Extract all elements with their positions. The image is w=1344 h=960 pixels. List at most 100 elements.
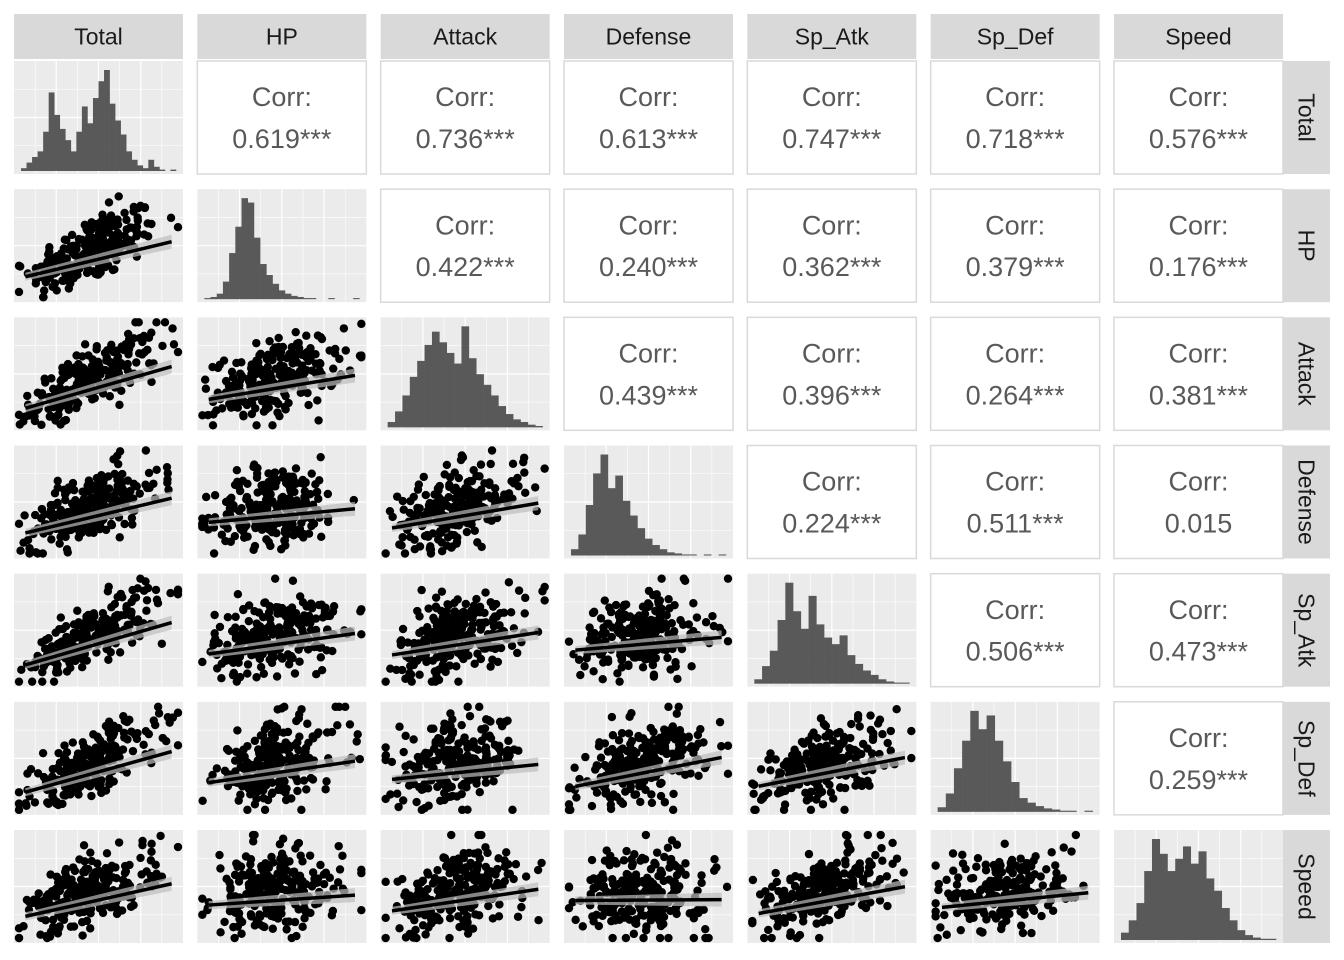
scatter-point [321, 785, 330, 794]
scatter-point [440, 470, 449, 479]
scatter-point [41, 378, 50, 387]
scatter-point [443, 792, 452, 802]
corr-panel-frame [929, 60, 1101, 175]
scatter-point [79, 867, 88, 877]
scatter-point [234, 482, 244, 491]
scatter-point [104, 655, 113, 664]
regression-line [24, 239, 173, 279]
histogram-bar [831, 644, 840, 684]
panel-defense-speed: Corr:0.015 [1113, 444, 1284, 560]
scatter-point [450, 468, 459, 477]
column-label-speed: Speed [1165, 24, 1232, 50]
scatter-point [892, 705, 901, 714]
scatter-point [297, 350, 306, 359]
corr-header: Corr: [435, 82, 495, 112]
scatter-point [508, 805, 517, 815]
scatter-point [87, 218, 96, 227]
histogram-bar [1068, 810, 1077, 812]
scatter-point [468, 620, 477, 630]
scatter-point [152, 318, 161, 327]
scatter-point [764, 755, 773, 764]
scatter-point [834, 745, 843, 754]
scatter-point [213, 363, 223, 373]
scatter-point [163, 712, 173, 722]
scatter-point [656, 618, 666, 628]
corr-value: 0.613*** [599, 124, 699, 154]
scatter-point [513, 912, 523, 921]
scatter-point [41, 916, 50, 925]
scatter-point [582, 654, 591, 663]
row-strip-total [1283, 61, 1330, 174]
scatter-point [626, 782, 635, 791]
scatter-point [62, 763, 71, 772]
scatter-point [114, 838, 124, 847]
scatter-point [72, 403, 81, 413]
scatter-point [231, 623, 240, 632]
column-strip-sp_def [930, 14, 1100, 59]
scatter-point [284, 398, 293, 408]
scatter-point [309, 519, 319, 528]
scatter-point [158, 341, 167, 351]
scatter-point [749, 780, 759, 790]
scatter-point [280, 873, 289, 882]
scatter-point [308, 775, 318, 784]
scatter-point [606, 804, 616, 814]
scatter-point [278, 834, 288, 843]
scatter-point [128, 520, 137, 529]
scatter-point [286, 483, 296, 492]
scatter-point [338, 851, 347, 860]
scatter-point [488, 655, 497, 664]
scatter-point [230, 933, 239, 943]
scatter-point [85, 614, 94, 623]
column-strip-hp [197, 14, 367, 59]
scatter-point [198, 657, 207, 667]
scatter-point [294, 338, 303, 348]
corr-header: Corr: [802, 82, 862, 112]
scatter-point [426, 549, 436, 558]
scatter-point [405, 508, 415, 518]
scatter-point [420, 531, 430, 541]
scatter-point [49, 888, 58, 897]
scatter-point [618, 649, 628, 658]
scatter-point [668, 805, 678, 815]
corr-header: Corr: [1168, 595, 1228, 625]
scatter-point [142, 596, 152, 605]
scatter-point [345, 720, 355, 729]
scatter-point [152, 465, 161, 475]
scatter-point [239, 605, 248, 615]
scatter-point [290, 669, 300, 678]
scatter-point [83, 523, 92, 533]
scatter-point [85, 370, 95, 380]
histogram-bar [309, 298, 317, 300]
histogram-bar [59, 128, 66, 171]
scatter-point [314, 494, 323, 504]
scatter-point [410, 544, 419, 554]
scatter-point [853, 751, 862, 760]
scatter-point [578, 922, 587, 931]
scatter-point [198, 519, 207, 528]
scatter-point [242, 630, 251, 640]
histogram-bar [92, 98, 99, 171]
panel-sp_atk-defense [563, 573, 733, 687]
scatter-point [278, 629, 287, 638]
histogram-bar [76, 131, 83, 171]
scatter-point [316, 653, 326, 662]
histogram-bar [769, 650, 778, 684]
scatter-point [61, 495, 70, 505]
panel-defense-total [14, 445, 183, 559]
scatter-point [398, 796, 408, 805]
scatter-point [46, 505, 56, 515]
scatter-point [907, 726, 916, 736]
panel-sp_def-sp_def [930, 701, 1100, 815]
scatter-point [606, 793, 616, 803]
scatter-point [38, 748, 48, 758]
scatter-point [262, 520, 272, 529]
scatter-point [84, 478, 94, 488]
scatter-point [790, 745, 799, 754]
scatter-point [513, 648, 522, 658]
scatter-point [259, 749, 268, 758]
scatter-point [423, 506, 432, 515]
scatter-point [106, 648, 115, 657]
scatter-point [357, 905, 366, 915]
histogram-bar [278, 290, 286, 300]
